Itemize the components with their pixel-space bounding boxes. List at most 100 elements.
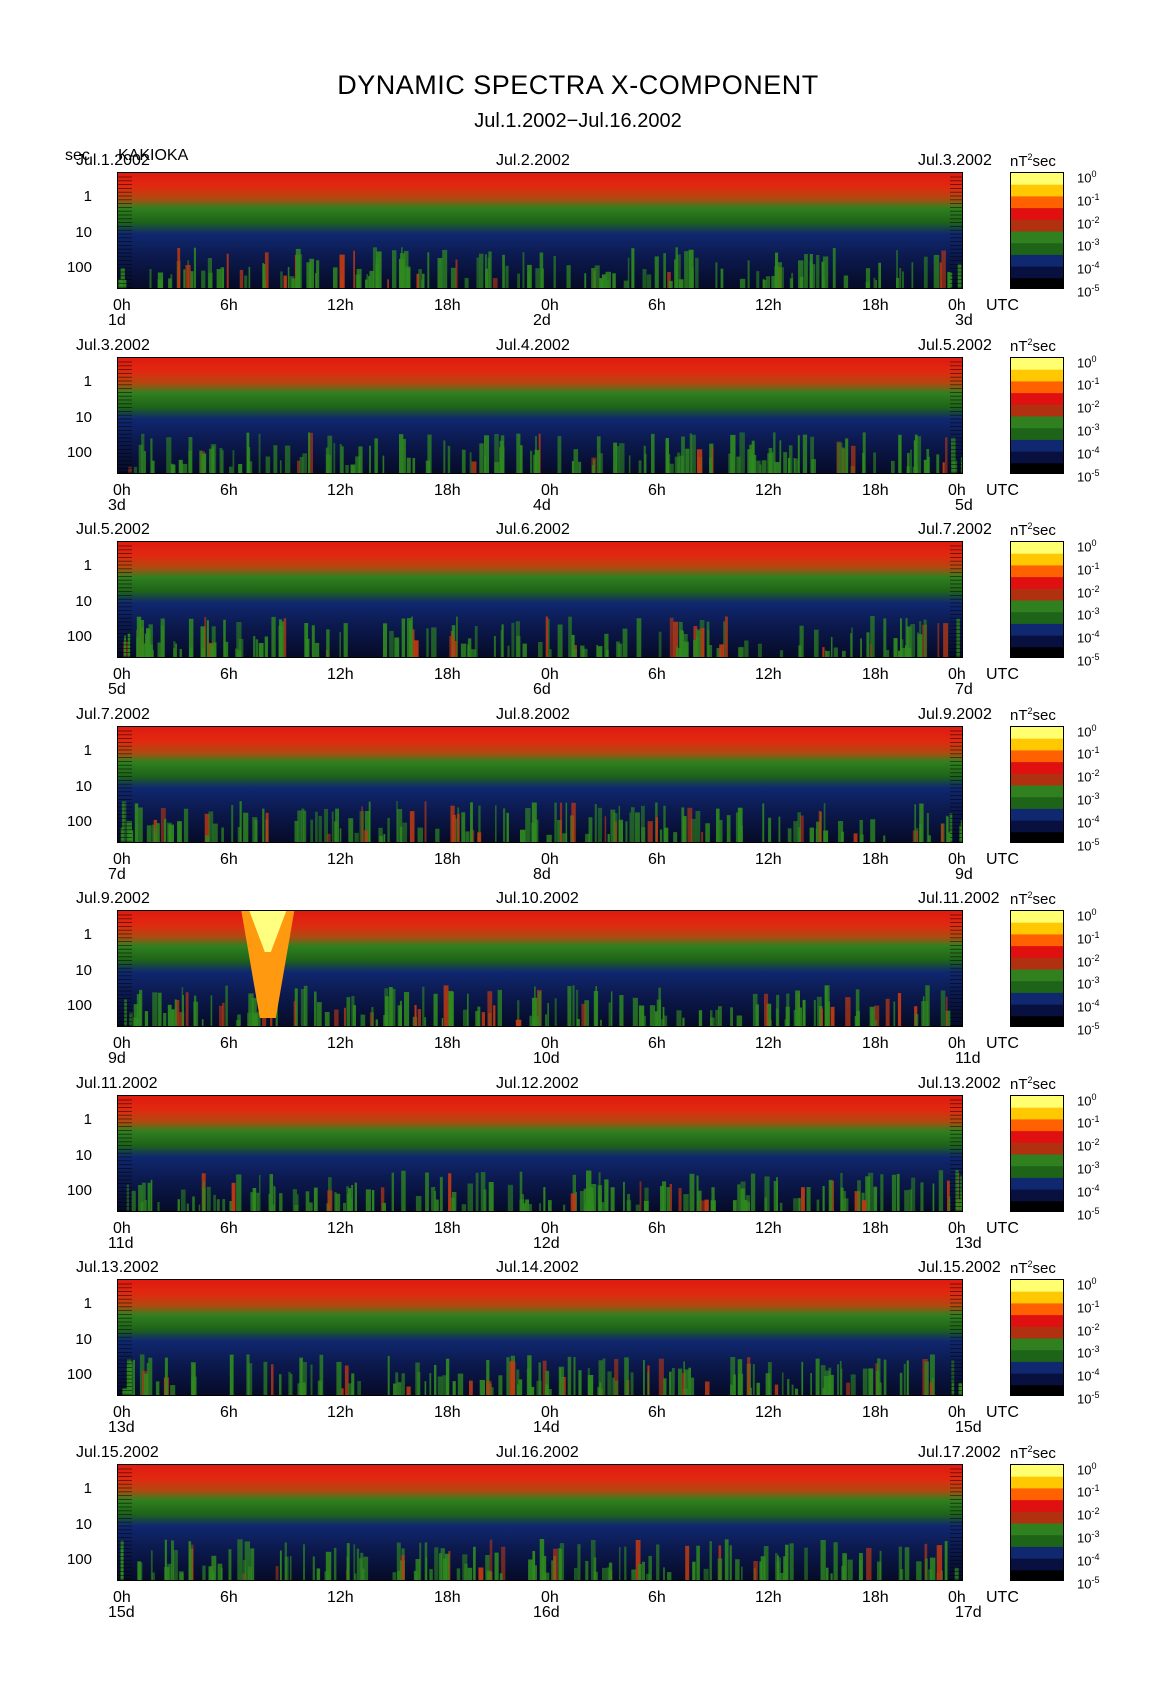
colorbar-tick-base: 10 bbox=[1077, 1184, 1092, 1200]
x-tick-label: 0h bbox=[948, 1404, 966, 1421]
day-label: 4d bbox=[533, 496, 551, 514]
spectrogram-panel: Jul.5.2002 Jul.6.2002 Jul.7.2002 nT2sec 1 10 1… bbox=[0, 521, 1156, 709]
storm-flare-core bbox=[249, 911, 287, 952]
day-label: 5d bbox=[108, 681, 126, 698]
date-label-left: Jul.7.2002 bbox=[76, 705, 150, 723]
colorbar-tick-base: 10 bbox=[1077, 446, 1092, 462]
date-label-right: Jul.17.2002 bbox=[918, 1443, 1001, 1461]
colorbar-tick-exp: -1 bbox=[1091, 191, 1100, 202]
colorbar-tick-label: 100 bbox=[1077, 907, 1096, 923]
colorbar-tick-base: 10 bbox=[1077, 400, 1092, 416]
colorbar-unit: nT bbox=[1010, 337, 1028, 355]
date-label-middle: Jul.16.2002 bbox=[496, 1443, 579, 1461]
colorbar-swatch bbox=[1011, 969, 1063, 983]
colorbar-tick-label: 100 bbox=[1077, 354, 1096, 370]
day-label: 9d bbox=[955, 865, 973, 883]
x-tick-label: 0h bbox=[948, 481, 966, 499]
colorbar-tick-base: 10 bbox=[1077, 377, 1092, 393]
colorbar-swatch bbox=[1011, 1338, 1063, 1352]
x-tick-label: 0h bbox=[541, 481, 559, 499]
colorbar-tick-exp: -5 bbox=[1091, 1390, 1100, 1400]
spectrogram-panel: Jul.7.2002 Jul.8.2002 Jul.9.2002 nT2sec 1 10 1… bbox=[0, 706, 1156, 894]
colorbar-swatch bbox=[1011, 773, 1063, 786]
colorbar-tick-label: 10-1 bbox=[1077, 192, 1099, 208]
colorbar-tick-base: 10 bbox=[1077, 1115, 1092, 1131]
colorbar-tick-label: 10-1 bbox=[1077, 930, 1099, 946]
colorbar-tick-label: 10-3 bbox=[1077, 791, 1099, 807]
colorbar-tick-base: 10 bbox=[1077, 261, 1092, 277]
x-tick-label: 12h bbox=[755, 1588, 782, 1606]
date-label-middle: Jul.8.2002 bbox=[496, 705, 570, 723]
x-tick-label: 12h bbox=[327, 481, 354, 499]
colorbar-swatch bbox=[1011, 738, 1063, 751]
colorbar-tick-exp: -4 bbox=[1091, 998, 1100, 1009]
x-tick-label: 0h bbox=[948, 850, 966, 868]
colorbar-tick-label: 10-3 bbox=[1077, 1344, 1099, 1360]
colorbar-tick-exp: -3 bbox=[1091, 421, 1100, 432]
colorbar-tick-base: 10 bbox=[1077, 953, 1092, 969]
colorbar-tick-base: 10 bbox=[1077, 1322, 1092, 1338]
colorbar-tick-exp: -2 bbox=[1091, 1321, 1100, 1332]
colorbar-tick-base: 10 bbox=[1077, 815, 1092, 831]
colorbar-tick-exp: -5 bbox=[1091, 1205, 1100, 1216]
colorbar-tick-label: 100 bbox=[1077, 169, 1096, 185]
spectrogram-plot bbox=[117, 541, 963, 658]
x-tick-label: 6h bbox=[220, 297, 238, 314]
colorbar-swatch bbox=[1011, 404, 1063, 417]
colorbar-swatch bbox=[1011, 439, 1063, 453]
colorbar-tick-label: 10-3 bbox=[1077, 1160, 1099, 1176]
colorbar-tick-exp: -3 bbox=[1091, 790, 1100, 801]
colorbar-unit-label: nT2sec bbox=[1010, 890, 1056, 908]
colorbar-swatch bbox=[1011, 254, 1063, 268]
colorbar-tick-label: 10-4 bbox=[1077, 814, 1099, 830]
spectrogram-activity bbox=[123, 616, 960, 657]
colorbar-tick-base: 10 bbox=[1077, 1368, 1092, 1384]
x-tick-label: 18h bbox=[862, 297, 889, 314]
y-tick-label: 10 bbox=[75, 1331, 92, 1348]
colorbar-tick-label: 10-4 bbox=[1077, 629, 1099, 645]
colorbar-unit-exponent: 2 bbox=[1027, 705, 1033, 716]
date-label-right: Jul.9.2002 bbox=[918, 705, 992, 723]
colorbar-swatch bbox=[1011, 416, 1063, 429]
colorbar-tick-base: 10 bbox=[1077, 723, 1092, 739]
colorbar-swatch bbox=[1011, 1373, 1063, 1387]
colorbar-swatch bbox=[1011, 1464, 1063, 1478]
spectrogram-activity bbox=[124, 985, 951, 1026]
x-tick-label: 12h bbox=[327, 1404, 354, 1421]
y-tick-label: 1 bbox=[83, 557, 92, 574]
colorbar-tick-exp: -2 bbox=[1091, 214, 1100, 225]
x-tick-label: 6h bbox=[648, 666, 666, 683]
colorbar-unit-label: nT2sec bbox=[1010, 1259, 1056, 1277]
colorbar-swatch bbox=[1011, 820, 1063, 833]
day-label: 8d bbox=[533, 865, 551, 883]
colorbar-unit-label: nT2sec bbox=[1010, 152, 1056, 170]
colorbar-tick-label: 10-3 bbox=[1077, 237, 1099, 253]
colorbar-tick-exp: -4 bbox=[1091, 1182, 1100, 1193]
colorbar-swatch bbox=[1011, 565, 1063, 579]
x-tick-label: 0h bbox=[948, 1588, 966, 1606]
colorbar-tick-exp: -2 bbox=[1091, 399, 1100, 410]
x-tick-label: 0h bbox=[113, 666, 131, 683]
colorbar-swatch bbox=[1011, 1107, 1063, 1120]
date-label-left: Jul.11.2002 bbox=[76, 1074, 158, 1092]
colorbar-tick-label: 10-4 bbox=[1077, 998, 1099, 1014]
colorbar-unit-exponent: 2 bbox=[1027, 1074, 1033, 1085]
colorbar-swatch bbox=[1011, 623, 1063, 637]
colorbar-tick-base: 10 bbox=[1077, 1161, 1092, 1177]
colorbar-tick-exp: -1 bbox=[1091, 745, 1100, 756]
colorbar-swatch bbox=[1011, 1189, 1063, 1202]
colorbar-tick-exp: 0 bbox=[1091, 1460, 1097, 1471]
colorbar-swatch bbox=[1011, 542, 1063, 555]
day-label: 9d bbox=[108, 1050, 126, 1067]
colorbar-tick-base: 10 bbox=[1077, 769, 1092, 785]
storm-flare bbox=[241, 911, 295, 1018]
colorbar-tick-base: 10 bbox=[1077, 630, 1092, 646]
x-tick-label: 0h bbox=[948, 297, 966, 314]
date-label-middle: Jul.12.2002 bbox=[496, 1074, 579, 1092]
colorbar-tick-exp: -4 bbox=[1091, 629, 1100, 640]
colorbar-tick-exp: -3 bbox=[1091, 1528, 1100, 1539]
colorbar-tick-base: 10 bbox=[1077, 908, 1092, 924]
colorbar-tick-label: 10-1 bbox=[1077, 1299, 1099, 1315]
colorbar-unit-label: nT2sec bbox=[1010, 706, 1056, 724]
spectrogram-background bbox=[118, 542, 962, 657]
